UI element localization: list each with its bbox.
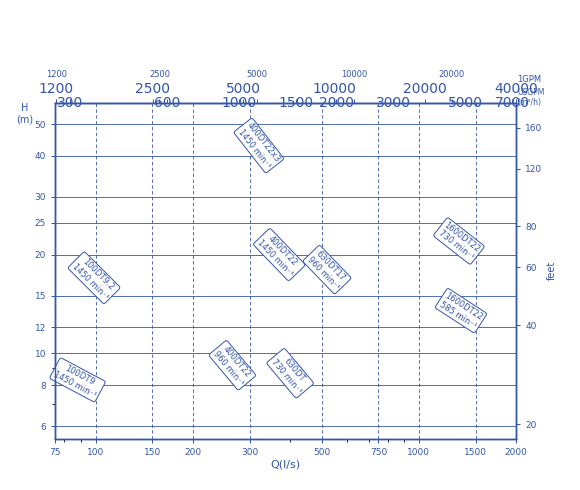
Text: 400DT22
960 min⁻¹: 400DT22 960 min⁻¹: [211, 343, 253, 388]
Text: 100DT9.2
1450 min⁻¹: 100DT9.2 1450 min⁻¹: [71, 254, 118, 301]
Text: (m³/h): (m³/h): [517, 98, 541, 107]
Text: 100DT9
1450 min⁻¹: 100DT9 1450 min⁻¹: [52, 360, 103, 399]
Y-axis label: feet: feet: [546, 261, 557, 280]
Text: 1GPM: 1GPM: [517, 75, 541, 84]
Text: 400DT22x3
1450 min⁻¹: 400DT22x3 1450 min⁻¹: [237, 121, 281, 171]
Text: H
(m): H (m): [17, 103, 34, 124]
Text: 1600DT22
585 min⁻¹: 1600DT22 585 min⁻¹: [438, 291, 484, 330]
Text: 630DT
730 min⁻¹: 630DT 730 min⁻¹: [269, 351, 311, 395]
Text: 400DT22
1450 min⁻¹: 400DT22 1450 min⁻¹: [256, 231, 303, 278]
Text: 630DT17
960 min⁻¹: 630DT17 960 min⁻¹: [306, 248, 349, 292]
Text: 1600DT22
730 min⁻¹: 1600DT22 730 min⁻¹: [436, 220, 482, 262]
Text: USGPM: USGPM: [517, 88, 545, 97]
X-axis label: Q(l/s): Q(l/s): [271, 459, 300, 469]
